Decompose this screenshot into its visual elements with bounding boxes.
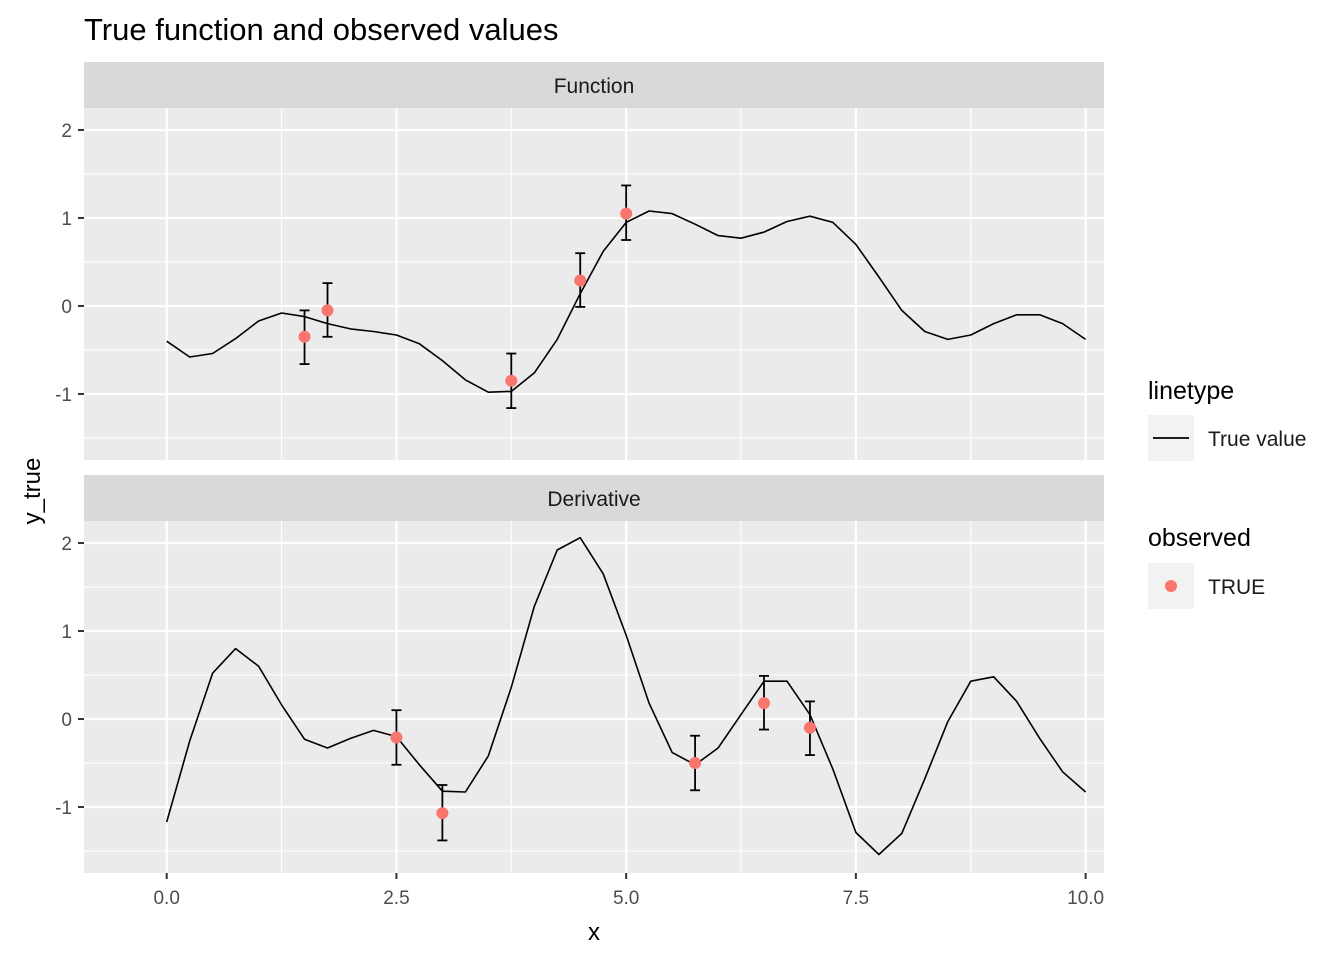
x-tick-label: 7.5 [843, 888, 869, 909]
observed-point [803, 721, 816, 734]
observed-point [321, 304, 334, 317]
legend: linetype True value observed TRUE [1148, 377, 1306, 609]
y-tick-label: 2 [61, 534, 72, 555]
x-tick-label: 5.0 [613, 888, 639, 909]
x-tick-label: 0.0 [153, 888, 179, 909]
strip-label: Function [554, 75, 635, 98]
panel-background [84, 521, 1104, 873]
x-tick-label: 2.5 [383, 888, 409, 909]
y-tick-label: 1 [61, 209, 72, 230]
legend-key-point [1165, 580, 1177, 592]
observed-point [758, 697, 770, 710]
x-tick-label: 10.0 [1067, 888, 1104, 909]
y-tick-label: -1 [55, 798, 72, 819]
observed-point [505, 374, 518, 387]
legend-title: linetype [1148, 377, 1234, 405]
legend-linetype: linetype True value [1148, 377, 1306, 461]
observed-point [436, 807, 449, 820]
y-axis-title: y_true [19, 458, 46, 525]
chart-title: True function and observed values [84, 12, 558, 47]
y-tick-label: 1 [61, 622, 72, 643]
y-tick-label: -1 [55, 385, 72, 406]
y-tick-label: 0 [61, 297, 72, 318]
strip-label: Derivative [547, 488, 640, 511]
panels-layer: Function -1 0 1 2 Derivative -1 0 1 2 [55, 62, 1104, 873]
x-axis: 0.0 2.5 5.0 7.5 10.0 [153, 873, 1104, 909]
observed-point [390, 731, 403, 744]
panel-background [84, 108, 1104, 460]
observed-point [620, 207, 633, 220]
legend-title: observed [1148, 524, 1251, 552]
legend-observed: observed TRUE [1148, 524, 1265, 609]
y-tick-label: 0 [61, 710, 72, 731]
observed-point [689, 757, 702, 769]
strip-background [84, 475, 1104, 521]
panel-derivative: Derivative -1 0 1 2 [55, 475, 1104, 873]
observed-point [574, 274, 587, 287]
observed-point [298, 330, 311, 343]
series-line-true-value [165, 536, 1087, 856]
strip-background [84, 62, 1104, 108]
legend-entry-label: TRUE [1208, 576, 1265, 599]
legend-entry-label: True value [1208, 428, 1306, 451]
panel-function: Function -1 0 1 2 [55, 62, 1104, 460]
x-axis-title: x [588, 919, 600, 946]
y-tick-label: 2 [61, 121, 72, 142]
